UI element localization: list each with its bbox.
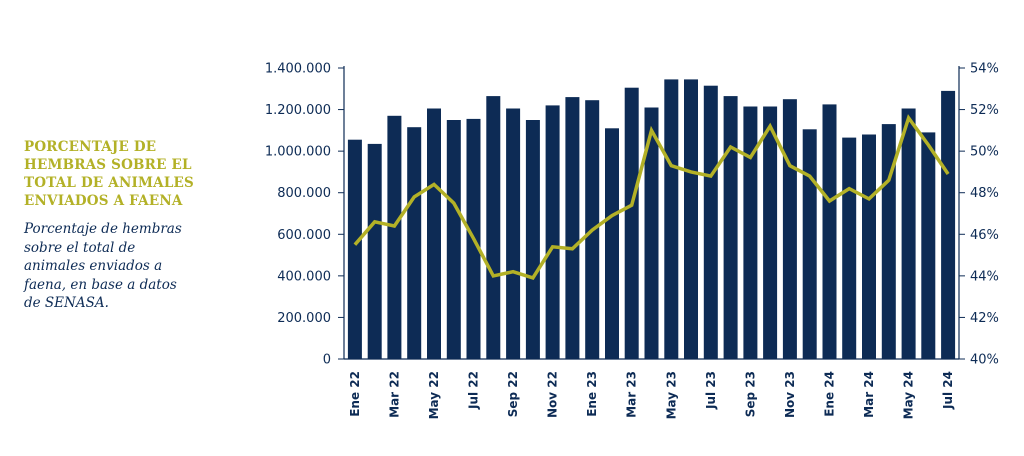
bar [644, 107, 659, 359]
y-right-tick-label: 46% [970, 228, 999, 243]
x-tick-label: Jul 22 [467, 371, 481, 410]
x-tick-label: Jul 23 [704, 371, 718, 410]
bar [664, 79, 679, 360]
x-tick-label: May 22 [427, 371, 441, 419]
bar [525, 120, 540, 359]
bar [743, 106, 758, 359]
bar [486, 96, 501, 359]
y-left-tick-label: 1.400.000 [265, 62, 331, 77]
bar [763, 106, 778, 359]
x-tick-label: Mar 22 [387, 371, 401, 418]
bar [941, 90, 956, 360]
bar [723, 96, 738, 359]
y-left-tick-label: 400.000 [277, 269, 331, 284]
y-right-tick-label: 50% [970, 145, 999, 160]
bar [565, 97, 580, 359]
bar [605, 128, 619, 359]
x-tick-label: Sep 22 [506, 371, 520, 417]
chart-title: PORCENTAJE DE HEMBRAS SOBRE EL TOTAL DE … [24, 139, 194, 209]
y-left-tick-label: 600.000 [277, 228, 331, 243]
bar [822, 104, 837, 360]
chart-sidebar: PORCENTAJE DE HEMBRAS SOBRE EL TOTAL DE … [24, 138, 224, 313]
y-right-tick-label: 52% [970, 103, 999, 118]
y-right-tick-label: 48% [970, 186, 999, 201]
x-tick-label: Jul 24 [941, 371, 955, 410]
y-left-tick-label: 1.200.000 [265, 103, 331, 118]
x-tick-label: Nov 22 [546, 371, 560, 418]
bar [506, 108, 521, 359]
bar [703, 85, 718, 359]
bar [387, 115, 402, 359]
x-tick-label: May 23 [664, 371, 678, 419]
y-right-tick-label: 44% [970, 269, 999, 284]
x-tick-label: Ene 23 [585, 371, 599, 417]
x-tick-label: Nov 23 [783, 371, 797, 418]
bar [407, 127, 422, 359]
bar [367, 143, 382, 359]
bar [427, 108, 441, 359]
bar [446, 120, 461, 359]
y-left-tick-label: 200.000 [277, 311, 331, 326]
bar [862, 134, 876, 359]
chart-description: Porcentaje de hembras sobre el total de … [24, 221, 182, 311]
bar [842, 137, 857, 359]
bar [545, 105, 560, 360]
bar [684, 79, 698, 360]
y-right-tick-label: 54% [970, 62, 999, 77]
y-right-tick-label: 42% [970, 311, 999, 326]
y-left-tick-label: 1.000.000 [265, 145, 331, 160]
x-tick-label: May 24 [902, 371, 916, 419]
bar [347, 139, 362, 359]
x-tick-label: Ene 22 [348, 371, 362, 417]
bar [782, 99, 797, 359]
y-left-tick-label: 0 [323, 353, 331, 368]
y-left-tick-label: 800.000 [277, 186, 331, 201]
y-right-tick-label: 40% [970, 353, 999, 368]
x-tick-label: Ene 24 [822, 371, 836, 417]
bar [624, 87, 639, 359]
bar [802, 129, 817, 359]
x-tick-label: Mar 24 [862, 371, 876, 418]
bar [901, 108, 916, 359]
x-tick-label: Mar 23 [625, 371, 639, 418]
x-tick-label: Sep 23 [743, 371, 757, 417]
bar [921, 132, 936, 359]
